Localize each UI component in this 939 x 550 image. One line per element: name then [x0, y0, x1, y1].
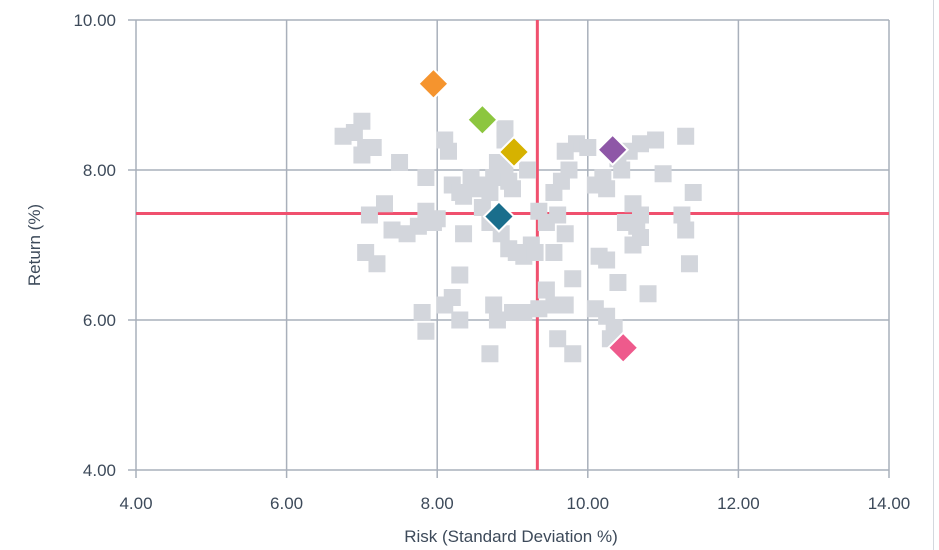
x-axis-ticks: 4.00 6.00 8.00 10.00 12.00 14.00: [119, 494, 910, 513]
x-tick-label: 6.00: [270, 494, 303, 513]
peer-point: [639, 285, 657, 303]
peer-point: [436, 296, 454, 314]
peer-point: [481, 184, 499, 201]
peer-point: [345, 124, 363, 141]
highlight-points: [417, 67, 640, 365]
peer-point: [684, 184, 702, 201]
peer-point: [488, 311, 506, 329]
panel-right-border: [933, 0, 934, 550]
peer-point: [613, 161, 631, 179]
peer-point: [564, 270, 582, 288]
peer-point: [560, 161, 578, 179]
peer-point: [530, 300, 548, 318]
highlight-diamond-point[interactable]: [465, 103, 499, 137]
peer-point: [677, 127, 695, 145]
peer-point: [485, 296, 503, 314]
peer-point: [605, 319, 623, 336]
y-axis-ticks: 4.00 6.00 8.00 10.00: [73, 11, 116, 480]
peer-point: [579, 139, 597, 156]
peer-point: [413, 304, 431, 321]
peer-points: [334, 112, 702, 363]
peer-point: [515, 304, 533, 321]
peer-point: [549, 206, 567, 224]
peer-point: [556, 225, 574, 243]
peer-point: [549, 330, 567, 348]
highlight-diamond-point[interactable]: [482, 200, 516, 233]
peer-point: [673, 206, 691, 224]
peer-point: [654, 165, 672, 183]
peer-point: [598, 180, 616, 198]
peer-point: [556, 142, 574, 160]
peer-point: [545, 244, 563, 261]
peer-point: [647, 131, 665, 149]
peer-point: [417, 322, 435, 340]
peer-point: [632, 135, 650, 153]
highlight-diamond-point[interactable]: [606, 331, 640, 365]
highlight-diamond-point[interactable]: [497, 135, 531, 169]
peer-point: [451, 266, 469, 284]
peer-point: [451, 311, 469, 329]
y-axis-title: Return (%): [25, 204, 44, 286]
peer-point: [417, 169, 435, 186]
peer-point: [564, 345, 582, 363]
peer-point: [537, 281, 555, 299]
peer-point: [504, 180, 521, 198]
peer-point: [526, 244, 544, 261]
peer-point: [391, 154, 409, 171]
peer-point: [360, 206, 378, 224]
y-tick-label: 4.00: [83, 461, 116, 480]
peer-point: [556, 296, 574, 314]
x-tick-label: 14.00: [868, 494, 911, 513]
x-tick-label: 4.00: [119, 494, 152, 513]
highlight-diamond-point[interactable]: [417, 67, 450, 101]
peer-point: [680, 255, 698, 273]
peer-point: [624, 236, 642, 254]
peer-point: [368, 255, 386, 273]
x-tick-label: 8.00: [421, 494, 454, 513]
x-axis-title: Risk (Standard Deviation %): [404, 527, 618, 546]
peer-point: [439, 142, 457, 160]
peer-point: [519, 161, 537, 179]
peer-point: [598, 251, 616, 269]
y-tick-label: 6.00: [83, 311, 116, 330]
peer-point: [455, 225, 473, 243]
highlight-diamond-point[interactable]: [596, 133, 630, 167]
y-tick-label: 8.00: [83, 161, 116, 180]
peer-point: [364, 139, 382, 156]
x-tick-label: 10.00: [567, 494, 610, 513]
x-tick-label: 12.00: [717, 494, 760, 513]
peer-point: [375, 195, 393, 213]
y-tick-label: 10.00: [73, 11, 116, 30]
peer-point: [616, 214, 634, 231]
peer-point: [481, 345, 499, 363]
peer-point: [417, 202, 435, 220]
peer-point: [473, 199, 491, 216]
peer-point: [409, 217, 427, 235]
peer-point: [677, 221, 695, 239]
peer-point: [383, 221, 401, 239]
peer-point: [609, 274, 627, 291]
